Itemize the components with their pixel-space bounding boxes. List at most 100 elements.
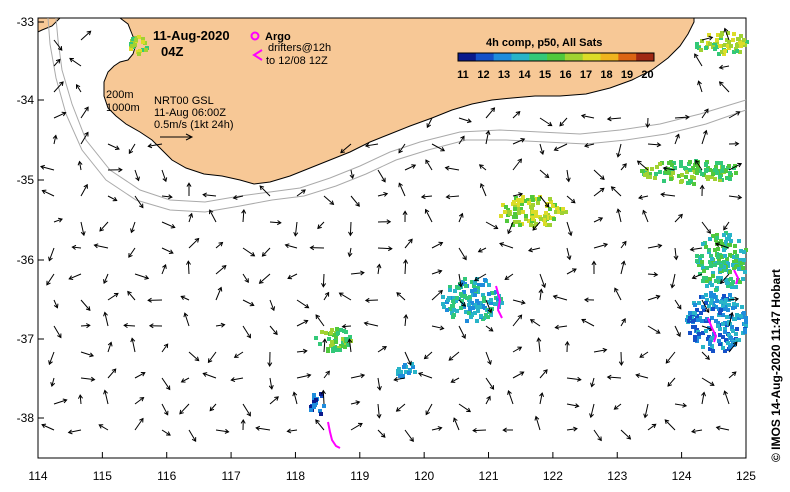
current-arrow [719, 273, 730, 284]
sst-pixel [717, 52, 721, 56]
sst-pixel [719, 161, 723, 165]
sst-pixel [531, 217, 535, 221]
current-arrow [418, 372, 433, 379]
current-arrow [527, 247, 541, 253]
sst-pixel [669, 177, 673, 181]
current-arrow [701, 299, 710, 314]
current-arrow [107, 167, 123, 173]
current-arrow [444, 165, 460, 171]
colorbar-tick-label: 15 [539, 69, 551, 81]
current-arrow [107, 143, 120, 151]
sst-pixel [708, 347, 712, 351]
sst-pixel [726, 284, 730, 288]
current-arrow [53, 299, 59, 309]
current-arrow [396, 292, 406, 301]
current-arrow [241, 208, 247, 223]
sst-pixel [490, 291, 494, 295]
current-arrow [296, 348, 308, 354]
y-tick-label: -35 [17, 173, 35, 187]
current-arrow [728, 371, 737, 379]
colorbar-tick-label: 11 [457, 69, 469, 81]
sst-pixel [468, 306, 472, 310]
current-arrow [261, 247, 271, 257]
sst-pixel [723, 330, 727, 334]
sst-pixel [705, 279, 709, 283]
sst-pixel [646, 175, 650, 179]
sst-pixel [336, 331, 340, 335]
current-arrow [284, 243, 298, 249]
sst-pixel [739, 34, 743, 38]
sst-pixel [516, 198, 520, 202]
current-arrow [98, 424, 109, 431]
sst-pixel [489, 313, 493, 317]
current-arrow [723, 221, 730, 231]
current-arrow [53, 39, 63, 51]
sst-pixel [716, 276, 720, 280]
sst-pixel [534, 214, 538, 218]
sst-pixel [718, 311, 722, 315]
current-arrow [499, 242, 514, 249]
sst-pixel [743, 270, 747, 274]
current-arrow [584, 297, 595, 303]
isobath-1000m-label: 1000m [106, 102, 140, 114]
current-arrow [645, 117, 651, 129]
sst-pixel [704, 329, 708, 333]
current-arrow [107, 292, 119, 301]
sst-pixel [697, 332, 701, 336]
current-arrow [539, 169, 550, 179]
sst-pixel [710, 257, 714, 261]
sst-pixel [742, 311, 746, 315]
current-arrow [134, 273, 150, 280]
colorbar-tick-label: 14 [518, 69, 531, 81]
sst-pixel [341, 337, 345, 341]
drifter-track-2 [495, 285, 503, 319]
sst-pixel [344, 330, 348, 334]
sst-pixel [722, 260, 726, 264]
current-arrow [606, 374, 622, 380]
current-arrow [485, 395, 491, 405]
current-arrow [180, 377, 190, 383]
current-arrow [458, 135, 465, 145]
sst-pixel [698, 272, 702, 276]
sst-pixel [705, 298, 709, 302]
sst-pixel [692, 182, 696, 186]
sst-pixel [735, 327, 739, 331]
current-arrow [539, 143, 545, 155]
current-arrow [161, 343, 169, 353]
colorbar-cell [564, 53, 584, 61]
sst-pixel [487, 283, 491, 287]
current-arrow [431, 269, 443, 275]
source-label: NRT00 GSL [154, 95, 214, 107]
sst-pixel [693, 338, 697, 342]
current-arrow [130, 337, 136, 353]
sst-pixel [138, 49, 142, 53]
current-arrow [701, 108, 709, 119]
sst-pixel [704, 276, 708, 280]
current-arrow [403, 313, 409, 327]
current-arrow [674, 325, 681, 338]
current-arrow [664, 419, 676, 431]
current-arrow [610, 186, 622, 197]
current-arrow [258, 273, 271, 284]
current-arrow [75, 84, 82, 93]
current-arrow [134, 417, 144, 431]
current-arrow [296, 189, 306, 197]
current-arrow [393, 376, 406, 382]
sst-pixel [708, 260, 712, 264]
sst-pixel [708, 342, 712, 346]
sst-pixel [721, 313, 725, 317]
current-arrow [161, 377, 171, 391]
sst-pixel [726, 341, 730, 345]
sst-pixel [521, 210, 525, 214]
current-arrow [147, 143, 163, 149]
sst-pixel [468, 295, 472, 299]
sst-pixel [684, 175, 688, 179]
sst-pixel [718, 178, 722, 182]
sst-pixel [723, 43, 727, 47]
sst-pixel [441, 302, 445, 306]
current-arrow [128, 143, 136, 155]
sst-pixel [740, 305, 744, 309]
sst-pixel [504, 205, 508, 209]
sst-pixel [670, 163, 674, 167]
sst-pixel [451, 315, 455, 319]
